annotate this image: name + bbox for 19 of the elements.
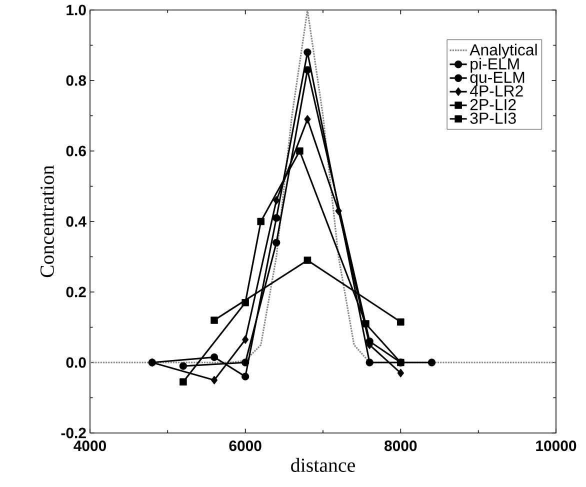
legend-label: qu-ELM (470, 72, 524, 86)
y-tick-label: 0.4 (66, 216, 86, 227)
y-tick-label: 0.0 (66, 357, 86, 368)
y-tick-label: 0.8 (66, 75, 86, 86)
legend-label: pi-ELM (470, 58, 519, 73)
x-axis-title: distance (291, 458, 355, 472)
y-tick-label: 0.6 (66, 146, 86, 156)
x-tick-label: 4000 (74, 440, 106, 452)
x-tick-label: 10000 (536, 440, 576, 452)
legend-label: 3P-LI3 (470, 112, 516, 124)
x-tick-label: 6000 (229, 440, 262, 452)
y-tick-label: 0.2 (66, 286, 86, 298)
legend-label: Analytical (470, 44, 537, 59)
x-tick-label: 8000 (384, 440, 417, 452)
y-axis-title: Concentration (40, 165, 54, 278)
y-tick-label: 1.0 (66, 4, 86, 16)
y-tick-label: -0.2 (61, 428, 86, 438)
legend-label: 2P-LI2 (470, 98, 516, 110)
legend-label: 4P-LR2 (470, 85, 523, 96)
